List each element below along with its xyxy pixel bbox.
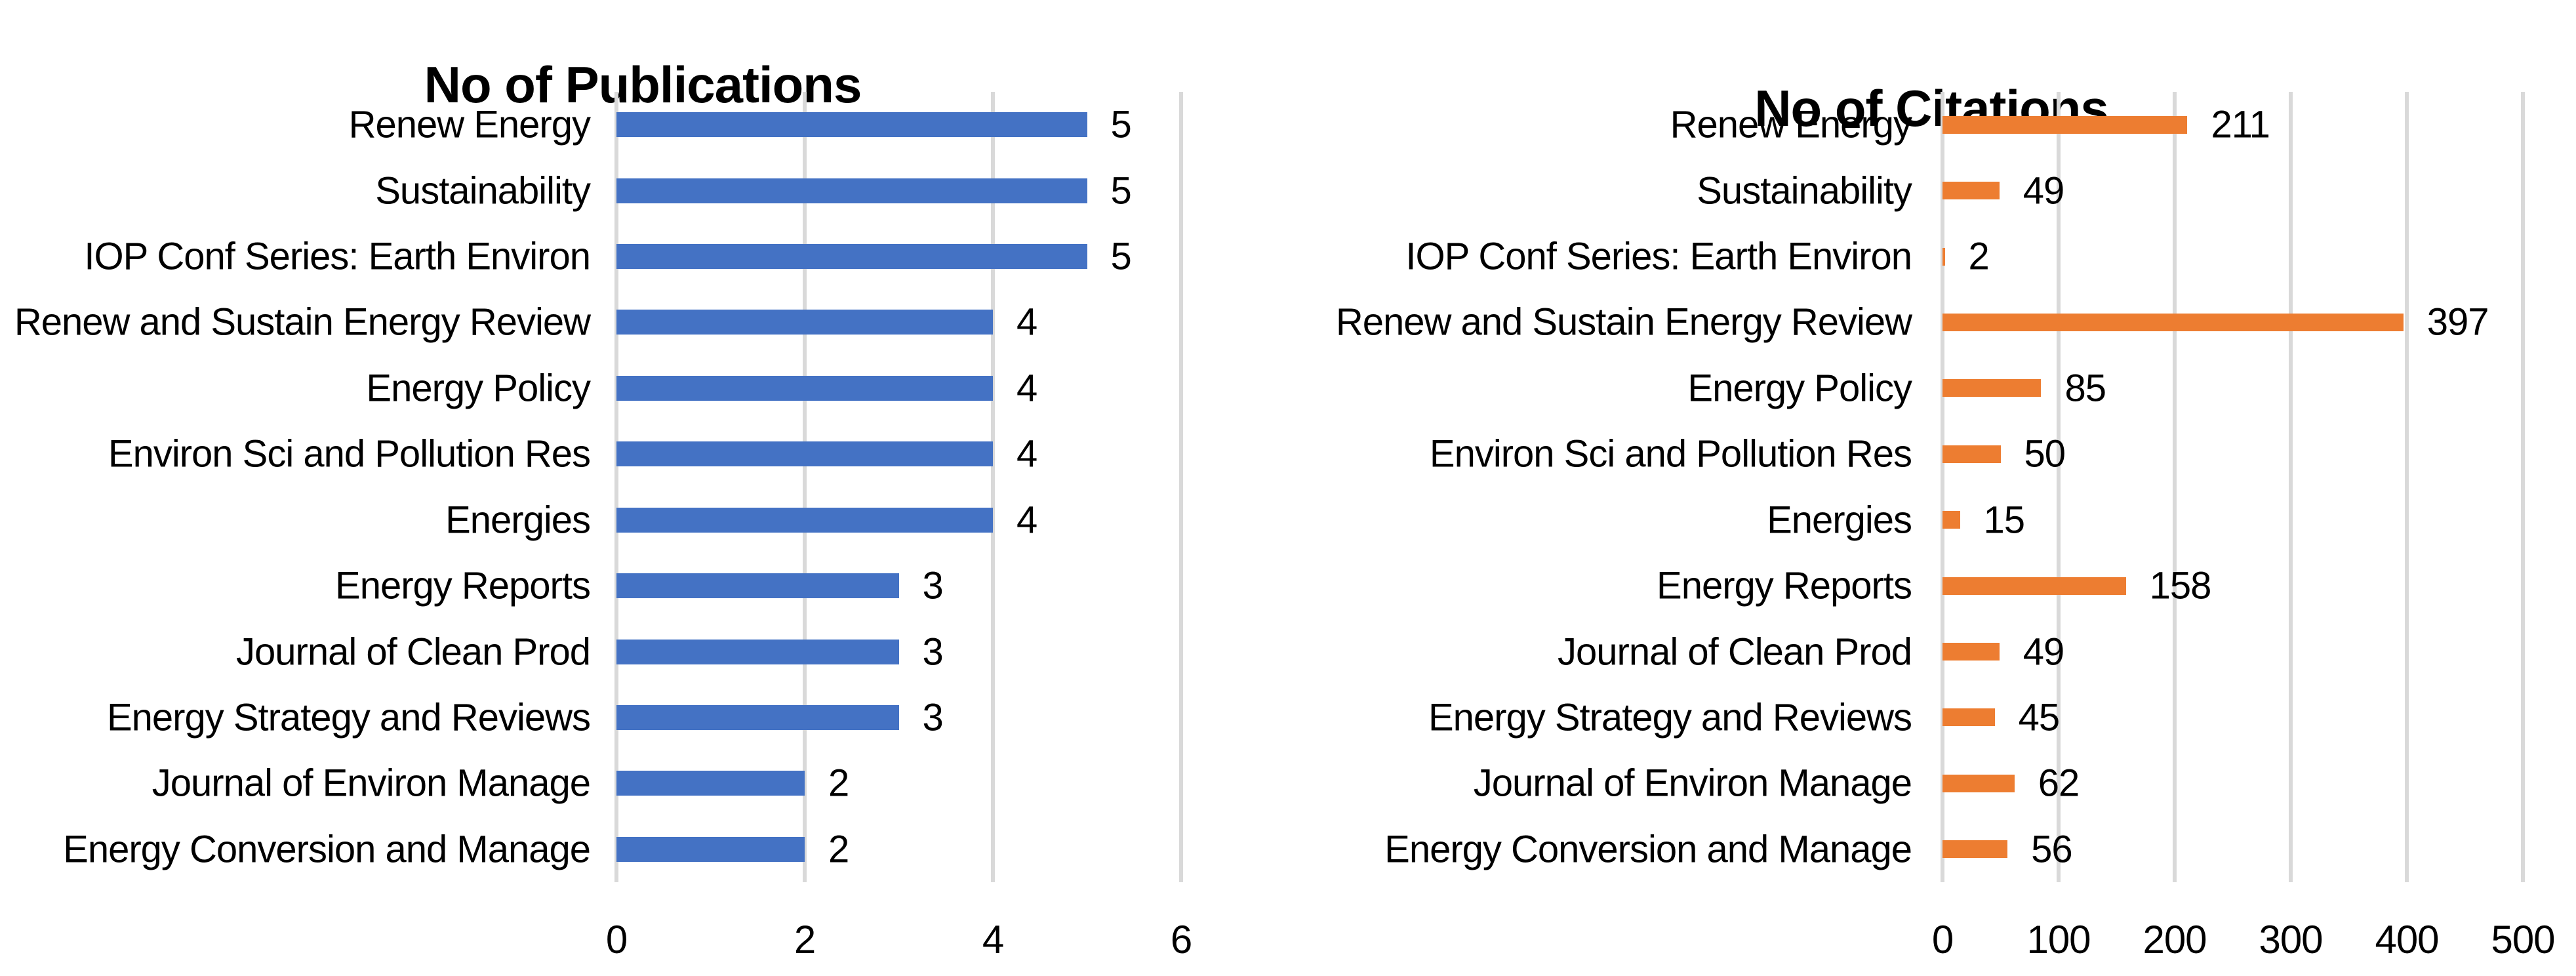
gridline-x-0 — [614, 92, 618, 882]
x-tick-label-4: 4 — [982, 918, 1004, 962]
x-tick-label-6: 6 — [1170, 918, 1192, 962]
value-label-renew-and-sustain-energy-review: 397 — [2426, 300, 2489, 344]
value-label-energy-policy: 85 — [2064, 367, 2106, 410]
bar-energy-conversion-and-manage — [1942, 840, 2008, 859]
value-label-energy-conversion-and-manage: 2 — [828, 828, 849, 871]
bar-journal-of-clean-prod — [616, 639, 899, 664]
category-label-renew-energy: Renew Energy — [1670, 103, 1912, 146]
category-label-energy-conversion-and-manage: Energy Conversion and Manage — [63, 828, 591, 871]
value-label-sustainability: 5 — [1110, 169, 1132, 213]
bar-renew-and-sustain-energy-review — [1942, 313, 2404, 331]
gridline-x-500 — [2521, 92, 2525, 882]
category-label-energy-reports: Energy Reports — [1657, 564, 1912, 607]
bar-journal-of-environ-manage — [1942, 774, 2015, 792]
value-label-energy-strategy-and-reviews: 45 — [2018, 696, 2061, 739]
category-label-journal-of-environ-manage: Journal of Environ Manage — [1473, 762, 1912, 805]
category-label-iop-conf-series-earth-environ: IOP Conf Series: Earth Environ — [1405, 235, 1912, 278]
category-label-renew-and-sustain-energy-review: Renew and Sustain Energy Review — [14, 300, 591, 344]
category-label-renew-and-sustain-energy-review: Renew and Sustain Energy Review — [1335, 300, 1912, 344]
category-label-sustainability: Sustainability — [1697, 169, 1912, 213]
category-label-energies: Energies — [445, 498, 591, 542]
bar-renew-energy — [616, 112, 1087, 138]
category-label-iop-conf-series-earth-environ: IOP Conf Series: Earth Environ — [84, 235, 591, 278]
gridline-x-200 — [2173, 92, 2177, 882]
bar-journal-of-environ-manage — [616, 771, 805, 796]
category-label-energy-reports: Energy Reports — [335, 564, 591, 607]
x-tick-label-0: 0 — [1931, 918, 1954, 962]
value-label-renew-and-sustain-energy-review: 4 — [1016, 300, 1037, 344]
x-tick-label-500: 500 — [2491, 918, 2555, 962]
x-tick-label-100: 100 — [2026, 918, 2091, 962]
gridline-x-4 — [991, 92, 995, 882]
value-label-energy-policy: 4 — [1016, 367, 1037, 410]
gridline-x-0 — [1941, 92, 1944, 882]
value-label-renew-energy: 5 — [1110, 103, 1132, 146]
bar-iop-conf-series-earth-environ — [1942, 247, 1945, 266]
bar-energy-strategy-and-reviews — [1942, 708, 1995, 727]
value-label-energies: 15 — [1983, 498, 2026, 542]
x-tick-label-0: 0 — [605, 918, 628, 962]
value-label-energy-strategy-and-reviews: 3 — [922, 696, 944, 739]
value-label-environ-sci-and-pollution-res: 4 — [1016, 432, 1037, 476]
value-label-energy-conversion-and-manage: 56 — [2031, 828, 2073, 871]
bar-renew-energy — [1942, 115, 2188, 134]
category-label-journal-of-clean-prod: Journal of Clean Prod — [236, 630, 591, 674]
value-label-journal-of-clean-prod: 49 — [2023, 630, 2065, 674]
x-tick-label-300: 300 — [2259, 918, 2323, 962]
bar-environ-sci-and-pollution-res — [1942, 445, 2001, 463]
bar-renew-and-sustain-energy-review — [616, 310, 993, 335]
value-label-energy-reports: 3 — [922, 564, 944, 607]
category-label-journal-of-environ-manage: Journal of Environ Manage — [151, 762, 591, 805]
value-label-environ-sci-and-pollution-res: 50 — [2024, 432, 2066, 476]
x-tick-label-400: 400 — [2375, 918, 2439, 962]
publications-chart-title: No of Publications — [424, 55, 862, 113]
bar-energy-conversion-and-manage — [616, 836, 805, 862]
bar-journal-of-clean-prod — [1942, 643, 2000, 661]
gridline-x-400 — [2405, 92, 2409, 882]
gridline-x-6 — [1179, 92, 1183, 882]
value-label-sustainability: 49 — [2023, 169, 2065, 213]
category-label-energy-conversion-and-manage: Energy Conversion and Manage — [1384, 828, 1912, 871]
bar-energy-reports — [616, 573, 899, 599]
category-label-environ-sci-and-pollution-res: Environ Sci and Pollution Res — [1429, 432, 1912, 476]
value-label-iop-conf-series-earth-environ: 2 — [1968, 235, 1990, 278]
value-label-journal-of-environ-manage: 62 — [2038, 762, 2080, 805]
value-label-renew-energy: 211 — [2211, 103, 2270, 146]
bar-environ-sci-and-pollution-res — [616, 441, 993, 467]
category-label-sustainability: Sustainability — [375, 169, 591, 213]
value-label-iop-conf-series-earth-environ: 5 — [1110, 235, 1132, 278]
bar-energy-policy — [616, 375, 993, 401]
bar-iop-conf-series-earth-environ — [616, 244, 1087, 270]
bar-energy-reports — [1942, 577, 2126, 595]
category-label-journal-of-clean-prod: Journal of Clean Prod — [1558, 630, 1912, 674]
bar-sustainability — [616, 178, 1087, 203]
category-label-energy-strategy-and-reviews: Energy Strategy and Reviews — [1428, 696, 1912, 739]
x-tick-label-200: 200 — [2143, 918, 2207, 962]
category-label-environ-sci-and-pollution-res: Environ Sci and Pollution Res — [108, 432, 591, 476]
bar-sustainability — [1942, 182, 2000, 200]
value-label-journal-of-clean-prod: 3 — [922, 630, 944, 674]
category-label-energy-policy: Energy Policy — [366, 367, 591, 410]
gridline-x-300 — [2289, 92, 2293, 882]
category-label-energies: Energies — [1767, 498, 1912, 542]
value-label-energies: 4 — [1016, 498, 1037, 542]
bar-energy-policy — [1942, 379, 2042, 397]
value-label-energy-reports: 158 — [2149, 564, 2212, 607]
gridline-x-2 — [803, 92, 807, 882]
bar-energies — [616, 507, 993, 533]
bar-energies — [1942, 511, 1960, 529]
category-label-energy-strategy-and-reviews: Energy Strategy and Reviews — [106, 696, 591, 739]
category-label-renew-energy: Renew Energy — [348, 103, 591, 146]
category-label-energy-policy: Energy Policy — [1687, 367, 1912, 410]
x-tick-label-2: 2 — [794, 918, 816, 962]
value-label-journal-of-environ-manage: 2 — [828, 762, 849, 805]
bar-energy-strategy-and-reviews — [616, 704, 899, 730]
gridline-x-100 — [2057, 92, 2061, 882]
